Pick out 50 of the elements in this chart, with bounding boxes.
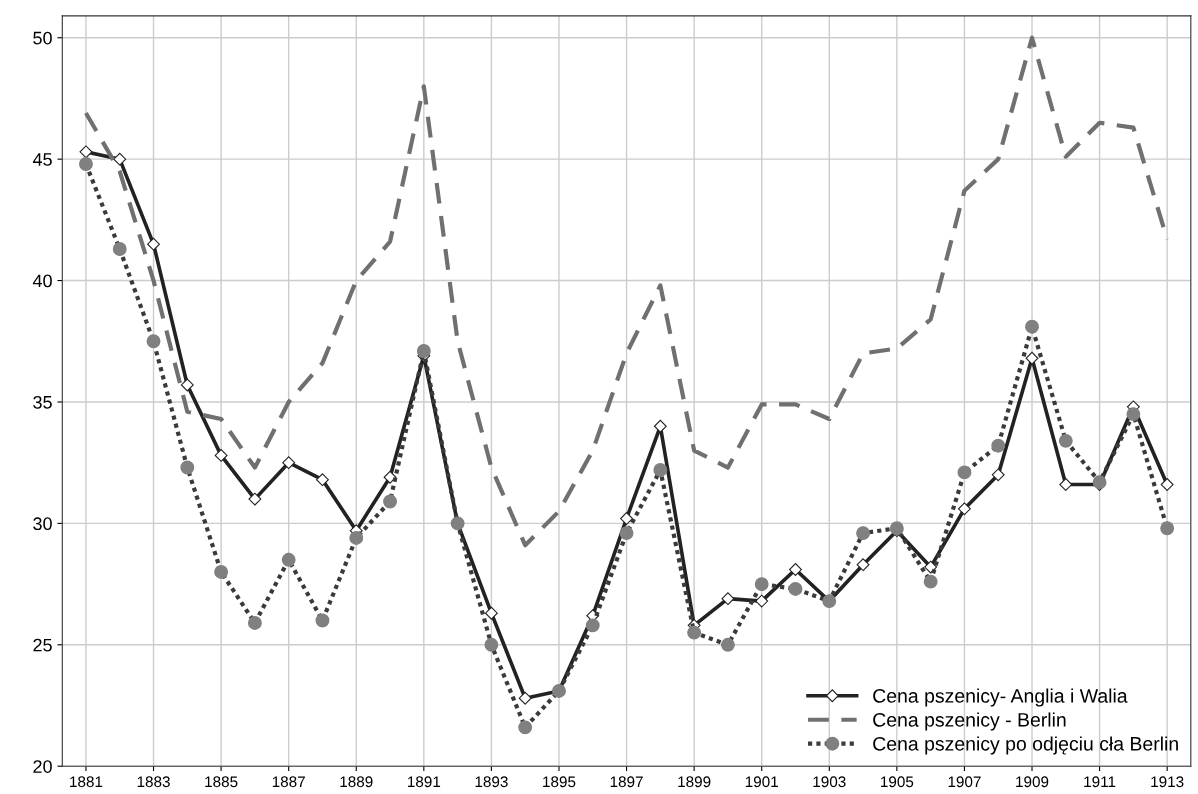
x-tick-label: 1891 bbox=[408, 776, 441, 788]
x-tick-label: 1909 bbox=[1016, 776, 1049, 788]
point bbox=[484, 606, 498, 620]
point bbox=[248, 492, 262, 506]
point bbox=[755, 594, 769, 608]
x-tick-label: 1897 bbox=[610, 776, 643, 788]
point bbox=[1160, 478, 1174, 491]
point bbox=[957, 502, 971, 516]
point bbox=[383, 470, 397, 484]
y-tick-label: 35 bbox=[33, 395, 52, 409]
x-tick-label: 1905 bbox=[881, 776, 914, 788]
point bbox=[147, 237, 160, 251]
x-tick-label: 1881 bbox=[70, 776, 103, 788]
point bbox=[721, 592, 735, 606]
y-tick-label: 25 bbox=[33, 638, 52, 652]
legend-label: Cena pszenicy - Berlin bbox=[873, 712, 1066, 731]
x-tick-label: 1903 bbox=[813, 776, 846, 788]
point bbox=[180, 378, 194, 392]
x-tick-label: 1901 bbox=[745, 776, 778, 788]
point bbox=[856, 558, 870, 572]
y-tick-label: 45 bbox=[32, 153, 52, 166]
x-tick-label: 1887 bbox=[272, 776, 305, 788]
x-tick-label: 1911 bbox=[1084, 776, 1116, 788]
x-tick-label: 1883 bbox=[137, 776, 170, 788]
point bbox=[282, 456, 296, 470]
point bbox=[518, 691, 532, 705]
point bbox=[316, 473, 329, 487]
legend-label: Cena pszenicy po odjęciu cła Berlin bbox=[873, 736, 1178, 755]
point bbox=[79, 145, 93, 159]
point bbox=[991, 468, 1005, 482]
y-tick-label: 40 bbox=[32, 274, 52, 288]
x-tick-label: 1893 bbox=[475, 776, 508, 788]
point bbox=[924, 560, 938, 574]
x-tick-label: 1907 bbox=[948, 776, 981, 788]
x-tick-label: 1889 bbox=[340, 776, 373, 788]
x-tick-label: 1885 bbox=[205, 776, 238, 788]
point bbox=[113, 152, 127, 166]
point bbox=[1025, 351, 1039, 365]
legend-label: Cena pszenicy- Anglia i Walia bbox=[873, 688, 1128, 707]
y-tick-label: 30 bbox=[33, 517, 52, 531]
point bbox=[620, 512, 634, 525]
point bbox=[789, 563, 802, 576]
x-tick-label: 1899 bbox=[678, 776, 711, 788]
point bbox=[214, 448, 228, 462]
y-tick-label: 20 bbox=[33, 760, 52, 773]
x-tick-label: 1895 bbox=[543, 776, 576, 788]
point bbox=[1059, 478, 1073, 491]
point bbox=[653, 419, 667, 433]
y-tick-label: 50 bbox=[33, 31, 52, 45]
x-tick-label: 1913 bbox=[1151, 776, 1184, 788]
